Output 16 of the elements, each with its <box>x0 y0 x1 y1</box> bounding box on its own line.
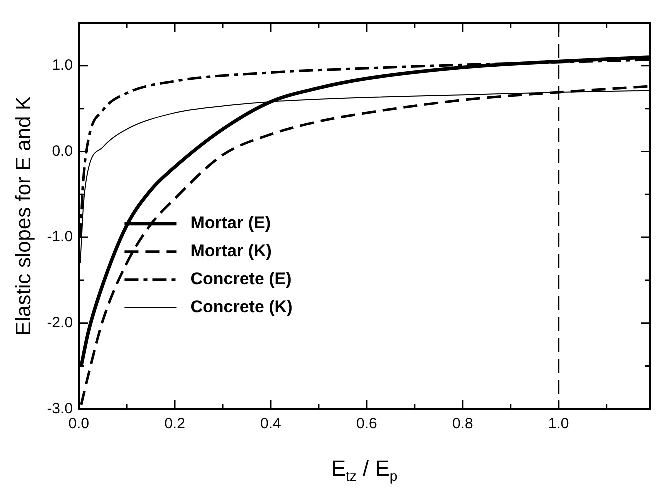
x-tick-label: 1.0 <box>548 415 570 432</box>
legend-label: Mortar (E) <box>190 214 272 233</box>
legend-label: Concrete (K) <box>190 298 293 317</box>
y-tick-label: -1.0 <box>47 228 74 246</box>
x-tick-label: 0.6 <box>356 415 378 432</box>
y-tick-label: -2.0 <box>47 314 74 332</box>
legend-label: Mortar (K) <box>190 242 272 261</box>
y-tick-label: 0.0 <box>52 142 74 160</box>
x-tick-label: 0.4 <box>260 415 282 432</box>
y-tick-label: -3.0 <box>47 400 74 418</box>
x-tick-label: 0.8 <box>452 415 474 432</box>
y-tick-label: 1.0 <box>52 57 74 74</box>
x-tick-label: 0.0 <box>68 415 90 432</box>
x-tick-label: 0.2 <box>164 415 186 432</box>
y-axis-title: Elastic slopes for E and K <box>12 96 36 336</box>
legend-label: Concrete (E) <box>190 270 292 289</box>
